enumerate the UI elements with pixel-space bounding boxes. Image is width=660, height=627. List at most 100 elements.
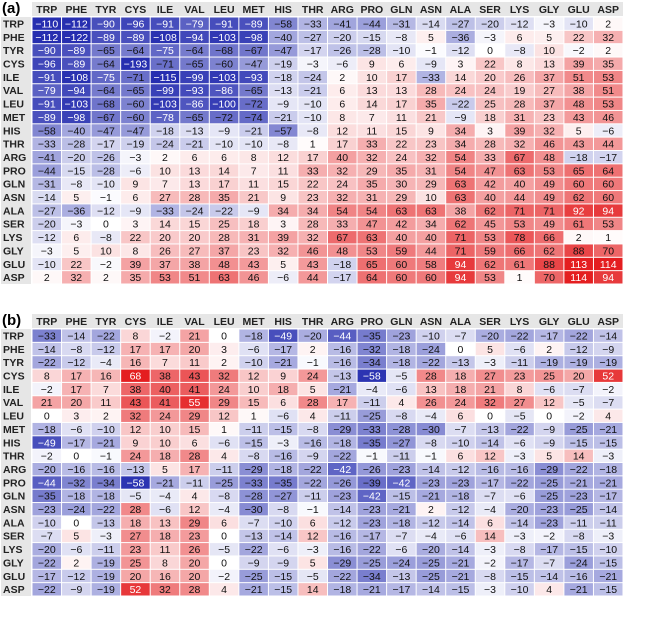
cell-value-label: −5 xyxy=(129,491,141,503)
heatmap-cell xyxy=(357,244,387,257)
heatmap-cell xyxy=(180,489,209,503)
cell-value-label: −23 xyxy=(333,491,351,503)
cell-value-label: −20 xyxy=(333,32,351,44)
heatmap-cell xyxy=(357,556,387,569)
heatmap-cell xyxy=(505,543,534,556)
heatmap-cell xyxy=(91,556,121,569)
heatmap-cell xyxy=(387,356,416,369)
heatmap-cell xyxy=(298,231,327,244)
heatmap-cell xyxy=(121,151,150,164)
heatmap-cell xyxy=(91,422,121,436)
heatmap-cell xyxy=(328,17,357,30)
heatmap-cell xyxy=(209,329,239,342)
heatmap-cell xyxy=(239,44,268,57)
heatmap-cell xyxy=(32,244,62,257)
cell-value-label: −9 xyxy=(70,584,82,596)
cell-value-label: 53 xyxy=(484,272,496,284)
heatmap-cell xyxy=(387,257,416,271)
heatmap-cell xyxy=(328,204,357,217)
heatmap-cell xyxy=(357,191,387,204)
cell-value-label: −11 xyxy=(334,411,351,423)
heatmap-cell xyxy=(150,436,180,449)
heatmap-cell xyxy=(505,17,534,30)
heatmap-cell xyxy=(387,543,416,556)
row-label: PHE xyxy=(3,344,25,356)
heatmap-cell xyxy=(150,569,180,583)
heatmap-cell xyxy=(62,84,91,97)
cell-value-label: 1 xyxy=(310,139,316,151)
cell-value-label: 23 xyxy=(425,139,437,151)
heatmap-cell xyxy=(446,516,475,529)
heatmap-cell xyxy=(32,151,62,164)
cell-value-label: 53 xyxy=(543,165,555,177)
heatmap-cell xyxy=(62,151,91,164)
cell-value-label: −13 xyxy=(97,517,115,529)
heatmap-cell xyxy=(564,30,593,44)
cell-value-label: 60 xyxy=(602,192,614,204)
heatmap-cell xyxy=(505,409,534,422)
cell-value-label: 22 xyxy=(130,232,142,244)
heatmap-cell xyxy=(564,396,593,409)
heatmap-cell xyxy=(239,569,268,583)
heatmap-cell xyxy=(32,396,62,409)
heatmap-cell xyxy=(416,70,446,84)
heatmap-cell xyxy=(475,57,505,70)
heatmap-cell xyxy=(121,177,150,191)
heatmap-cell xyxy=(593,409,623,422)
row-label: THR xyxy=(3,451,25,463)
heatmap-cell xyxy=(416,583,446,596)
heatmap-cell xyxy=(357,583,387,596)
heatmap-cell xyxy=(121,191,150,204)
heatmap-cell xyxy=(416,409,446,422)
heatmap-cell xyxy=(446,449,475,462)
cell-value-label: 20 xyxy=(573,371,585,383)
cell-value-label: −19 xyxy=(570,357,588,369)
cell-value-label: 10 xyxy=(366,72,378,84)
heatmap-cell xyxy=(505,342,534,356)
heatmap-cell xyxy=(62,244,91,257)
cell-value-label: −17 xyxy=(511,557,529,569)
heatmap-cell xyxy=(505,84,534,97)
heatmap-cell xyxy=(239,529,268,543)
cell-value-label: 12 xyxy=(307,531,319,543)
cell-value-label: 26 xyxy=(514,72,526,84)
cell-value-label: −1 xyxy=(307,504,319,516)
cell-value-label: −7 xyxy=(602,397,614,409)
heatmap-cell xyxy=(387,97,416,110)
cell-value-label: −15 xyxy=(67,165,85,177)
heatmap-cell xyxy=(505,204,534,217)
heatmap-cell xyxy=(298,244,327,257)
cell-value-label: −11 xyxy=(245,424,262,436)
heatmap-cell xyxy=(180,449,209,462)
heatmap-cell xyxy=(328,569,357,583)
cell-value-label: −5 xyxy=(218,544,230,556)
cell-value-label: −33 xyxy=(38,139,56,151)
cell-value-label: −29 xyxy=(245,464,263,476)
cell-value-label: −72 xyxy=(245,99,263,111)
heatmap-cell xyxy=(180,124,209,137)
row-label: TRP xyxy=(3,330,24,342)
cell-value-label: −18 xyxy=(333,437,351,449)
cell-value-label: −25 xyxy=(540,491,558,503)
panel-a: (a) TRP PHE TYR CYS ILE VAL LEU MET HIS THR ARG PRO… xyxy=(0,0,660,310)
cell-value-label: 6 xyxy=(398,59,404,71)
heatmap-cell xyxy=(505,217,534,231)
heatmap-cell xyxy=(268,30,298,44)
cell-value-label: −8 xyxy=(514,544,526,556)
cell-value-label: −35 xyxy=(274,477,292,489)
cell-value-label: −41 xyxy=(333,18,351,30)
heatmap-cell xyxy=(505,529,534,543)
heatmap-cell xyxy=(150,329,180,342)
heatmap-cell xyxy=(150,583,180,596)
cell-value-label: −30 xyxy=(422,424,440,436)
heatmap-cell xyxy=(62,516,91,529)
heatmap-cell xyxy=(446,124,475,137)
cell-value-label: −18 xyxy=(274,72,292,84)
heatmap-cell xyxy=(150,556,180,569)
heatmap-cell xyxy=(150,204,180,217)
cell-value-label: −1 xyxy=(425,45,437,57)
heatmap-cell xyxy=(357,503,387,516)
cell-value-label: 44 xyxy=(307,272,319,284)
cell-value-label: −15 xyxy=(245,437,263,449)
cell-value-label: 13 xyxy=(425,384,437,396)
